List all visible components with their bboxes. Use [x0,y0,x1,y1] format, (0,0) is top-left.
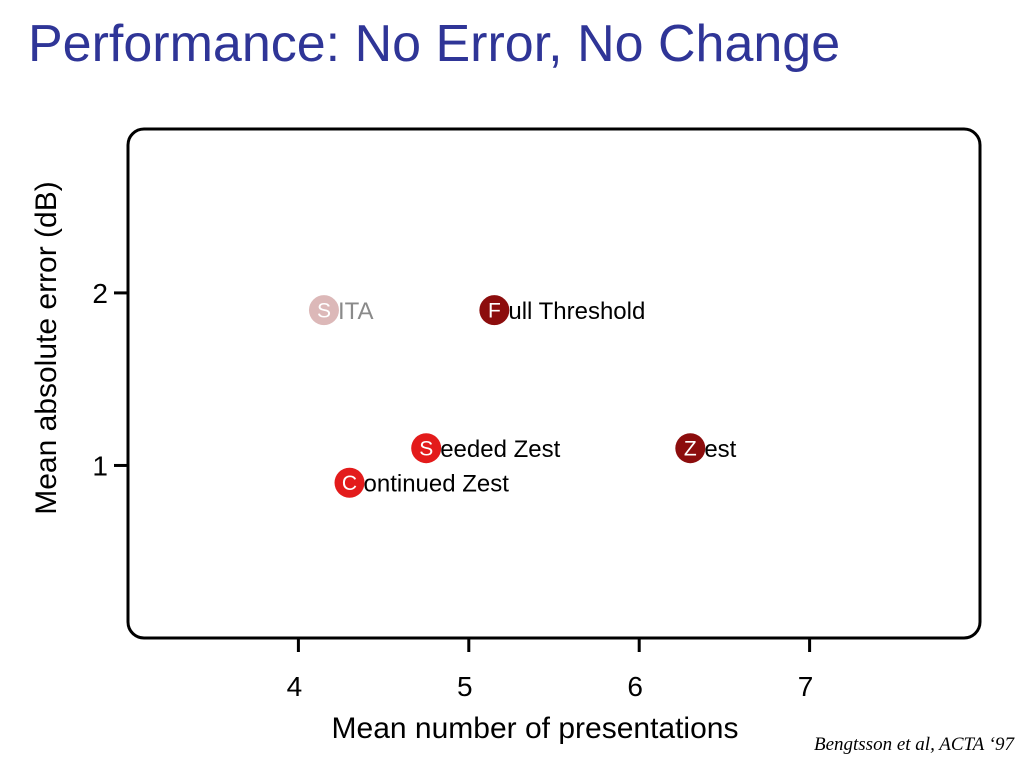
point-marker-letter: C [342,472,357,495]
point-marker [675,433,706,464]
point-label: ull Threshold [508,298,645,325]
x-tick-label: 6 [627,671,643,702]
x-axis-ticks: 4 5 6 7 [287,638,814,702]
y-axis-label: Mean absolute error (dB) [30,181,63,515]
y-tick-label: 2 [92,278,108,309]
citation: Bengtsson et al, ACTA ‘97 [813,734,1014,755]
y-axis-ticks: 12 [92,278,128,481]
point-marker-letter: S [419,438,433,461]
point-marker-letter: F [488,300,501,323]
point-label: est [704,436,736,463]
point-marker [308,295,339,326]
point-marker-letter: Z [684,438,697,461]
point-marker-letter: S [317,300,331,323]
x-tick-label: 5 [457,671,473,702]
point-label: ITA [338,298,374,325]
x-axis-label: Mean number of presentations [332,712,739,745]
plot-frame [126,127,982,640]
point-marker [411,433,442,464]
point-label: eeded Zest [440,436,560,463]
x-tick-label: 7 [798,671,814,702]
point-marker [479,295,510,326]
data-point: S ITA [308,295,374,326]
page-title: Performance: No Error, No Change [28,15,841,73]
point-marker [334,467,365,498]
x-tick-label: 4 [287,671,303,702]
y-tick-label: 1 [92,450,108,481]
point-label: ontinued Zest [364,471,510,498]
